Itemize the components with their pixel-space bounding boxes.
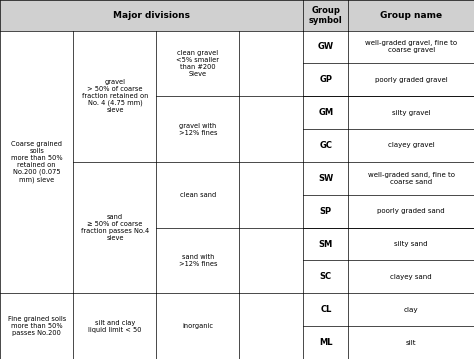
- Text: GC: GC: [319, 141, 332, 150]
- Text: ML: ML: [319, 338, 333, 347]
- Text: Group name: Group name: [380, 11, 442, 20]
- Text: sand with
>12% fines: sand with >12% fines: [179, 254, 217, 267]
- Text: gravel
> 50% of coarse
fraction retained on
No. 4 (4.75 mm)
sieve: gravel > 50% of coarse fraction retained…: [82, 79, 148, 113]
- Text: clean gravel
<5% smaller
than #200
Sieve: clean gravel <5% smaller than #200 Sieve: [176, 50, 219, 77]
- Bar: [0, 0, 474, 31]
- Text: clay: clay: [404, 307, 419, 313]
- Text: SP: SP: [320, 207, 332, 216]
- Text: GM: GM: [319, 108, 333, 117]
- Text: silt: silt: [406, 340, 417, 346]
- Text: well-graded gravel, fine to
coarse gravel: well-graded gravel, fine to coarse grave…: [365, 41, 457, 53]
- Text: GP: GP: [319, 75, 332, 84]
- Text: inorganic: inorganic: [182, 323, 213, 329]
- Text: poorly graded sand: poorly graded sand: [377, 208, 445, 214]
- Text: SC: SC: [320, 272, 332, 281]
- Text: poorly graded gravel: poorly graded gravel: [375, 77, 447, 83]
- Text: gravel with
>12% fines: gravel with >12% fines: [179, 122, 217, 136]
- Text: SM: SM: [319, 239, 333, 248]
- Text: Fine grained soils
more than 50%
passes No.200: Fine grained soils more than 50% passes …: [8, 316, 66, 336]
- Text: sand
≥ 50% of coarse
fraction passes No.4
sieve: sand ≥ 50% of coarse fraction passes No.…: [81, 214, 149, 241]
- Text: GW: GW: [318, 42, 334, 51]
- Text: SW: SW: [318, 174, 334, 183]
- Text: Major divisions: Major divisions: [113, 11, 190, 20]
- Text: well-graded sand, fine to
coarse sand: well-graded sand, fine to coarse sand: [368, 172, 455, 185]
- Text: silt and clay
liquid limit < 50: silt and clay liquid limit < 50: [88, 320, 142, 333]
- Text: clayey sand: clayey sand: [391, 274, 432, 280]
- Text: clean sand: clean sand: [180, 192, 216, 198]
- Text: Group
symbol: Group symbol: [309, 5, 343, 25]
- Text: CL: CL: [320, 305, 331, 314]
- Text: silty sand: silty sand: [394, 241, 428, 247]
- Text: clayey gravel: clayey gravel: [388, 143, 435, 149]
- Text: Coarse grained
soils
more than 50%
retained on
No.200 (0.075
mm) sieve: Coarse grained soils more than 50% retai…: [11, 141, 63, 183]
- Text: silty gravel: silty gravel: [392, 109, 430, 116]
